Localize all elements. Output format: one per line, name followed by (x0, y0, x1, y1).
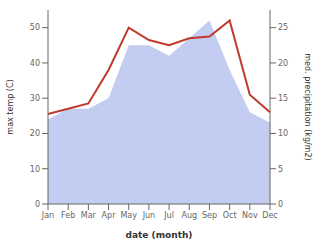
svg-text:Sep: Sep (202, 211, 217, 220)
svg-text:Nov: Nov (242, 211, 258, 220)
svg-text:50: 50 (30, 23, 40, 32)
svg-text:Apr: Apr (102, 211, 117, 220)
svg-text:10: 10 (30, 165, 40, 174)
svg-text:date (month): date (month) (126, 230, 193, 240)
svg-text:10: 10 (278, 129, 288, 138)
svg-text:20: 20 (278, 59, 288, 68)
svg-text:med. precipitation (kg/m2): med. precipitation (kg/m2) (303, 53, 310, 160)
svg-text:Aug: Aug (181, 211, 197, 220)
svg-text:25: 25 (278, 23, 288, 32)
svg-text:40: 40 (30, 59, 40, 68)
svg-text:Mar: Mar (81, 211, 97, 220)
svg-text:20: 20 (30, 129, 40, 138)
svg-text:Jul: Jul (163, 211, 174, 220)
svg-text:0: 0 (35, 200, 40, 209)
svg-text:0: 0 (278, 200, 283, 209)
svg-text:30: 30 (30, 94, 40, 103)
svg-text:Jun: Jun (142, 211, 156, 220)
svg-text:5: 5 (278, 165, 283, 174)
svg-text:max temp (C): max temp (C) (8, 79, 15, 134)
svg-text:Feb: Feb (61, 211, 75, 220)
svg-text:Dec: Dec (262, 211, 277, 220)
svg-text:15: 15 (278, 94, 288, 103)
svg-text:Oct: Oct (223, 211, 237, 220)
svg-text:May: May (120, 211, 137, 220)
svg-text:Jan: Jan (41, 211, 54, 220)
